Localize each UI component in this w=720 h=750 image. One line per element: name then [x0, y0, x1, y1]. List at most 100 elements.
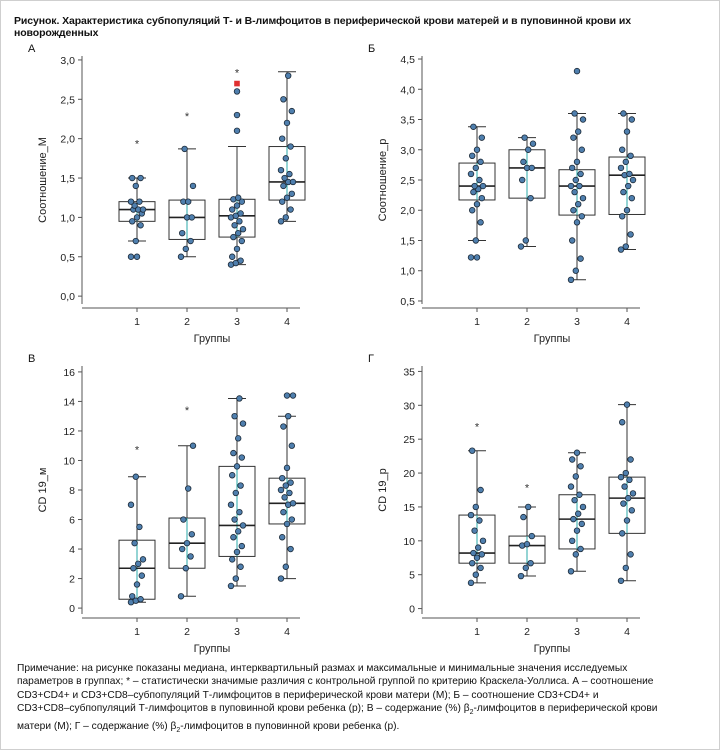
note-text: -лимфоцитов в пуповинной крови ребенка (… [180, 720, 400, 732]
data-point [178, 229, 186, 237]
data-point [177, 593, 185, 600]
data-point [620, 188, 627, 196]
data-point [573, 219, 581, 226]
data-point [579, 503, 587, 511]
data-point [629, 176, 637, 184]
data-point [617, 577, 625, 584]
data-point [570, 207, 577, 214]
data-point [567, 568, 575, 575]
data-point [283, 464, 291, 472]
data-point [528, 164, 535, 172]
data-point [139, 556, 147, 563]
data-point [574, 200, 582, 208]
data-point [573, 527, 581, 534]
data-point [282, 482, 289, 489]
data-point [133, 581, 141, 588]
data-point [282, 214, 289, 221]
data-point [576, 491, 583, 498]
data-point [279, 135, 286, 142]
y-tick-label: 0 [409, 604, 415, 616]
data-point [571, 110, 578, 117]
data-point [472, 237, 479, 244]
outlier-point [473, 254, 481, 261]
y-tick-label: 0,5 [60, 252, 75, 264]
note-line: Примечание: на рисунке показаны медиана,… [17, 663, 628, 674]
note-text: -лимфоцитов в периферической крови [473, 703, 658, 715]
data-point [127, 501, 135, 508]
data-point [281, 494, 288, 501]
data-point [473, 200, 481, 208]
data-point [520, 513, 527, 521]
data-point [132, 473, 139, 480]
data-point [476, 176, 483, 184]
data-point [288, 190, 295, 197]
data-point [579, 194, 587, 202]
y-axis-label: CD 19_р [377, 468, 389, 511]
data-point [127, 198, 135, 205]
data-point [237, 563, 244, 570]
x-tick-label: 4 [624, 626, 630, 638]
data-point [227, 501, 235, 508]
data-point [529, 140, 537, 147]
y-tick-label: 2,0 [400, 205, 415, 217]
chart-panel-c: В 0 2 4 6 8 10 12 14 16 CD 19_м 1 2 3 4 Группы * * [20, 352, 350, 655]
data-point [568, 237, 576, 244]
data-point [629, 490, 637, 497]
significance-star: * [185, 111, 190, 123]
data-point [478, 194, 485, 202]
data-point [627, 551, 634, 558]
data-point [476, 517, 483, 524]
data-point [232, 489, 239, 497]
data-point [626, 170, 633, 178]
data-point [232, 575, 239, 582]
data-point [518, 176, 526, 184]
y-axis-label: CD 19_м [37, 468, 49, 513]
data-point [234, 229, 242, 237]
y-tick-label: 30 [403, 400, 415, 412]
data-point [576, 182, 583, 190]
data-point [577, 545, 584, 553]
data-point [628, 507, 635, 514]
y-tick-label: 6 [69, 515, 75, 527]
data-point [579, 116, 587, 123]
data-point [477, 564, 484, 572]
data-point [233, 245, 241, 253]
data-point [230, 534, 237, 541]
data-point [286, 489, 293, 497]
data-point [619, 213, 626, 220]
data-point [228, 253, 236, 260]
data-point [287, 545, 294, 553]
data-point [468, 207, 476, 214]
data-point [568, 164, 576, 172]
data-point [132, 237, 139, 245]
y-tick-label: 10 [403, 536, 415, 548]
data-point [239, 226, 247, 233]
data-point [471, 527, 478, 534]
data-point [467, 254, 475, 261]
data-point [617, 164, 625, 172]
data-point [577, 170, 584, 178]
data-point [187, 553, 194, 560]
note-line: CD3+CD4+ и CD3+CD8–субпопуляций Т-лимфоц… [17, 689, 599, 701]
data-point [230, 233, 237, 241]
x-tick-label: 2 [184, 316, 190, 328]
data-point [279, 198, 286, 205]
data-point [131, 202, 138, 209]
data-point [237, 210, 244, 217]
data-point [181, 145, 188, 153]
data-point [619, 146, 626, 153]
data-point [571, 188, 578, 196]
data-point [285, 412, 292, 420]
data-point [136, 198, 143, 205]
data-point [572, 473, 579, 480]
note-subscript: 2 [176, 726, 181, 734]
data-point [470, 123, 477, 130]
data-point [479, 182, 487, 190]
data-point [467, 511, 475, 519]
data-point [128, 174, 136, 182]
x-axis-label: Группы [194, 333, 231, 345]
data-point [280, 182, 287, 190]
data-point [573, 158, 581, 166]
data-point [522, 564, 529, 572]
y-tick-label: 8 [69, 485, 75, 497]
